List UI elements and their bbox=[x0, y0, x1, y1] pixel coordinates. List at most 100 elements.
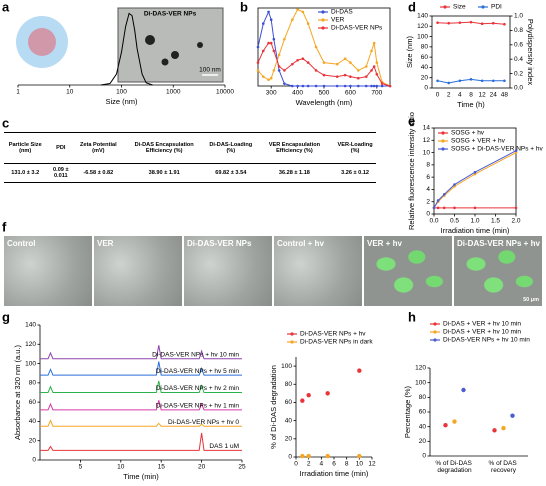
data-point bbox=[375, 84, 379, 88]
y-axis-label: Relative fluorescence intensity ratio bbox=[407, 112, 416, 230]
legend-label: VER bbox=[331, 17, 345, 24]
series-line bbox=[433, 152, 517, 209]
panel-label: g bbox=[2, 309, 10, 324]
panel-label: a bbox=[2, 0, 10, 14]
data-point bbox=[443, 423, 448, 428]
x-tick-label: 2 bbox=[447, 92, 451, 99]
legend-marker bbox=[481, 5, 485, 9]
legend-marker bbox=[290, 340, 294, 344]
y2-tick-label: 0.8 bbox=[514, 27, 523, 34]
micrograph-label: Control bbox=[7, 239, 36, 248]
data-point bbox=[380, 82, 384, 85]
data-point bbox=[503, 22, 506, 26]
y-tick-label: 80 bbox=[285, 381, 293, 388]
data-point bbox=[291, 18, 294, 22]
data-point bbox=[357, 84, 360, 88]
x-tick-label: 500 bbox=[319, 90, 330, 97]
trace-label: DAS 1 uM bbox=[209, 443, 239, 450]
x-tick-label: 15 bbox=[158, 464, 166, 471]
data-point bbox=[461, 387, 466, 393]
x-tick-label: 10 bbox=[356, 461, 364, 468]
data-point bbox=[349, 75, 352, 78]
data-point bbox=[277, 65, 281, 68]
nanoparticle-core bbox=[28, 28, 56, 56]
label-line: % of DAS bbox=[489, 460, 519, 467]
trace-label: Di-DAS-VER NPs + hv 1 min bbox=[156, 403, 240, 410]
data-point bbox=[491, 21, 495, 25]
data-point bbox=[301, 84, 305, 88]
y-tick-label: 80 bbox=[421, 44, 429, 51]
data-point bbox=[291, 84, 294, 88]
x-axis-label: Size (nm) bbox=[105, 97, 138, 106]
y-tick-label: 40 bbox=[285, 417, 293, 424]
data-point bbox=[436, 199, 440, 202]
data-point bbox=[314, 69, 318, 72]
micrograph: Di-DAS-VER NPs bbox=[184, 236, 272, 306]
x-tick-label: 8 bbox=[345, 461, 349, 468]
series-line bbox=[40, 345, 242, 360]
data-point bbox=[256, 61, 260, 64]
plot-frame bbox=[431, 15, 511, 89]
data-point bbox=[432, 206, 436, 210]
series-line bbox=[433, 150, 517, 209]
legend-marker bbox=[433, 330, 437, 334]
column-header: Di-DAS-Loading (%) bbox=[206, 132, 255, 164]
column-header: VER Encapsulation Efficiency (%) bbox=[254, 132, 335, 164]
data-point bbox=[306, 61, 310, 64]
y-tick-label: 100 bbox=[281, 363, 292, 370]
label-line: recovery bbox=[491, 467, 517, 474]
data-point bbox=[436, 206, 440, 210]
tem-inset bbox=[117, 7, 224, 83]
data-point bbox=[272, 49, 276, 53]
data-point bbox=[269, 41, 273, 45]
data-point bbox=[469, 20, 473, 24]
data-point bbox=[372, 65, 376, 68]
data-point bbox=[364, 65, 368, 68]
data-point bbox=[322, 84, 326, 88]
data-point bbox=[453, 206, 456, 210]
x-tick-label: 10 bbox=[66, 89, 74, 96]
data-point bbox=[453, 183, 456, 186]
data-point bbox=[372, 41, 376, 45]
table-cell: 69.82 ± 3.54 bbox=[206, 163, 255, 183]
x-tick-label: 0.0 bbox=[429, 218, 438, 225]
data-point bbox=[473, 170, 477, 174]
legend-marker bbox=[441, 147, 445, 151]
trace-label: Di-DAS-VER NPs + hv 0 bbox=[168, 419, 239, 426]
data-point bbox=[267, 10, 270, 14]
data-point bbox=[300, 453, 305, 459]
properties-table: Particle Size (nm) PDI Zeta Potential (mV)… bbox=[4, 132, 376, 183]
y-tick-label: 100 bbox=[417, 33, 428, 40]
micrograph: VER + hv bbox=[364, 236, 452, 306]
data-point bbox=[372, 84, 376, 88]
x-tick-label: 24 bbox=[490, 92, 498, 99]
x-tick-label: 10000 bbox=[216, 89, 234, 96]
column-header: Particle Size (nm) bbox=[4, 132, 47, 164]
micrograph-label: VER + hv bbox=[367, 239, 402, 248]
y-tick-label: 40 bbox=[29, 418, 37, 425]
y-tick-label: 60 bbox=[419, 409, 427, 416]
data-point bbox=[283, 69, 286, 72]
x-tick-label: 4 bbox=[458, 92, 462, 99]
data-point bbox=[480, 79, 484, 83]
y-tick-label: 6 bbox=[426, 174, 430, 181]
x-tick-label: 4 bbox=[320, 461, 324, 468]
data-point bbox=[469, 78, 473, 81]
data-point bbox=[296, 8, 299, 11]
y-tick-label: 120 bbox=[415, 365, 426, 372]
data-point bbox=[370, 84, 373, 88]
data-point bbox=[314, 84, 318, 88]
series-line bbox=[40, 380, 242, 393]
tem-particle bbox=[197, 42, 203, 48]
x-tick-label: 1 bbox=[16, 89, 20, 96]
y-tick-label: 0 bbox=[32, 457, 36, 464]
x-tick-label: 12 bbox=[368, 461, 376, 468]
data-point bbox=[283, 82, 286, 85]
table-cell: 131.0 ± 3.2 bbox=[4, 163, 47, 183]
legend-marker bbox=[443, 5, 447, 9]
trace-label: Di-DAS-VER NPs + hv 5 min bbox=[156, 368, 240, 375]
x-axis-label: Irradiation time (min) bbox=[300, 469, 369, 478]
x-tick-label: % of Di-DAS degradation bbox=[435, 460, 473, 474]
data-point bbox=[503, 79, 506, 83]
